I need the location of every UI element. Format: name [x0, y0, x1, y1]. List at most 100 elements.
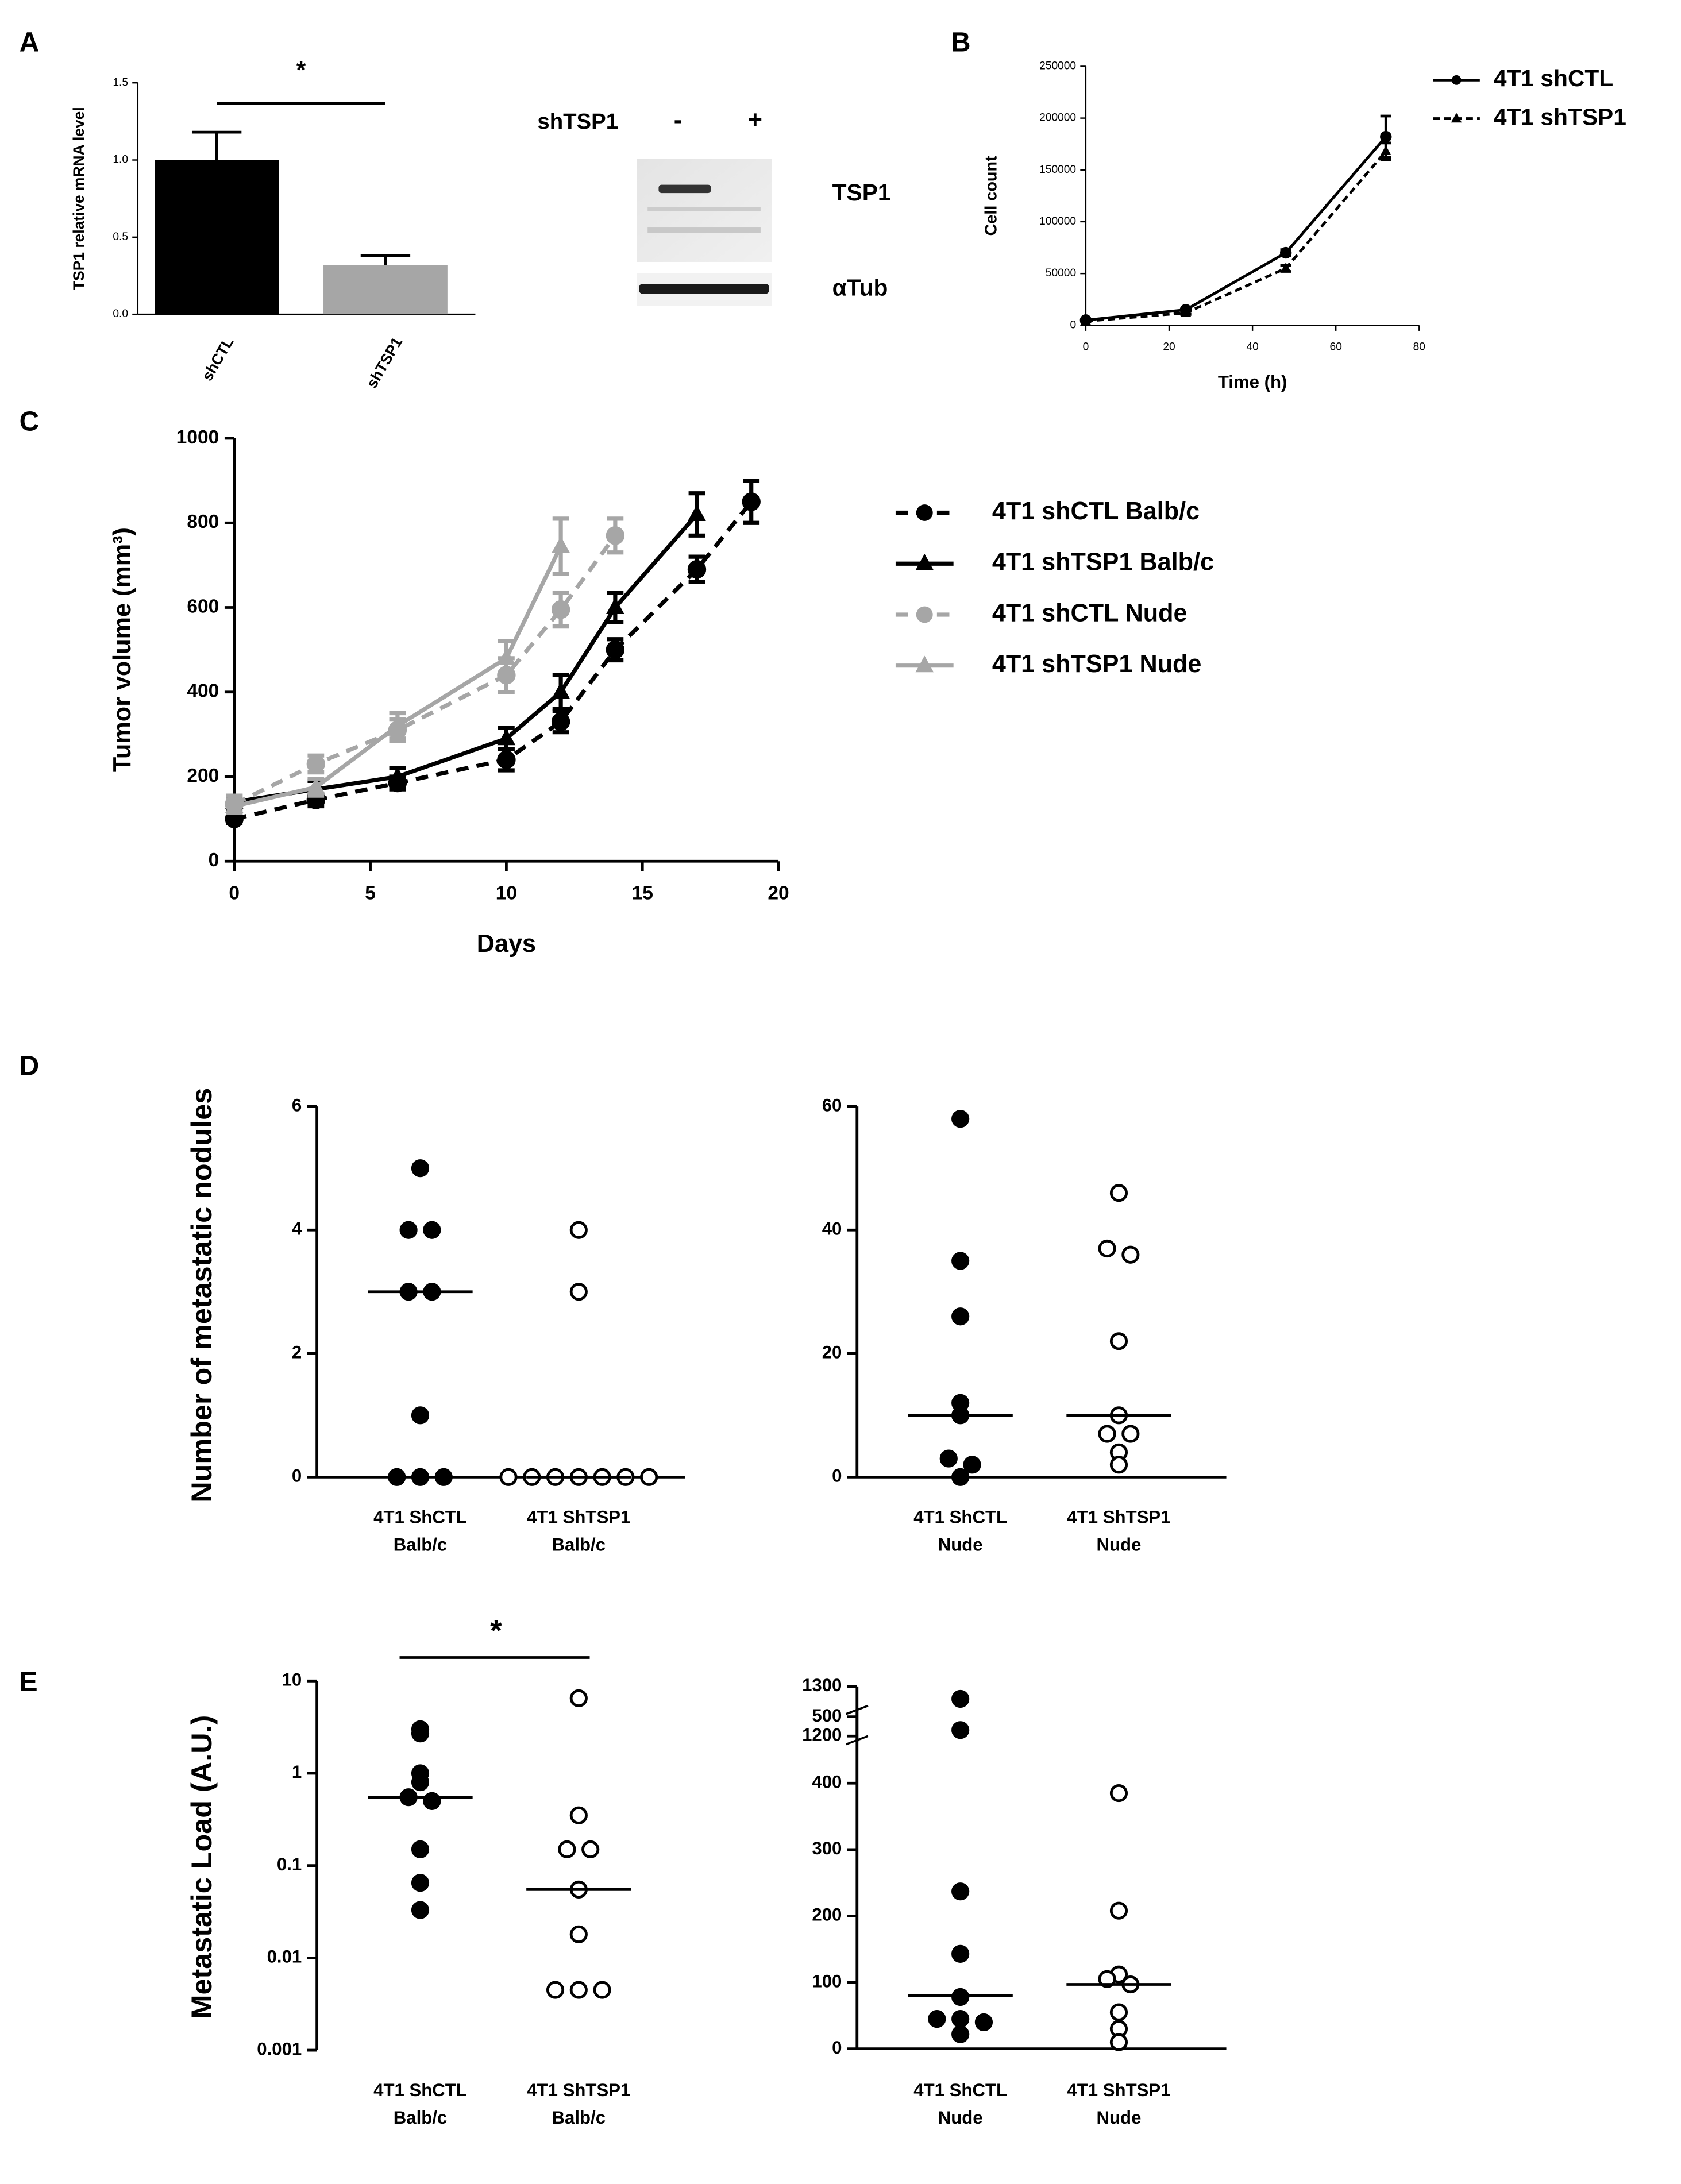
data-point	[1109, 1184, 1128, 1202]
y-tick-label: 0.001	[257, 2039, 302, 2059]
data-point	[1109, 2033, 1128, 2051]
legend-marker	[916, 606, 933, 623]
y-tick-label: 0.01	[267, 1947, 302, 1967]
data-point	[399, 1221, 418, 1239]
x-tick-label: 4T1 ShCTL	[373, 2080, 467, 2100]
x-tick-label: 4T1 ShTSP1	[1067, 1507, 1170, 1527]
marker	[497, 750, 516, 769]
panel-letter: D	[20, 1051, 40, 1082]
x-tick-label: 4T1 ShCTL	[913, 1507, 1007, 1527]
data-point	[411, 1724, 430, 1743]
marker	[552, 682, 570, 699]
data-point	[569, 1689, 588, 1707]
marker	[1280, 263, 1291, 272]
x-tick-label: 4T1 ShCTL	[373, 1507, 467, 1527]
series-line	[234, 513, 699, 804]
marker	[1380, 130, 1392, 143]
data-point	[411, 1406, 430, 1425]
y-tick-label: 100000	[1039, 215, 1076, 227]
y-tick-label: 0.5	[113, 231, 128, 243]
marker	[388, 716, 407, 733]
data-point	[569, 1283, 588, 1301]
y-tick-label: 600	[187, 596, 219, 617]
data-point	[951, 1721, 970, 1739]
data-point	[939, 1449, 958, 1468]
panel-letter: E	[20, 1667, 38, 1697]
x-tick-label: 5	[365, 883, 376, 904]
x-tick-label: 0	[229, 883, 240, 904]
y-tick-label: 100	[812, 1971, 842, 1991]
data-point	[411, 1468, 430, 1486]
y-tick-label: 1200	[802, 1724, 842, 1745]
legend-label: 4T1 shTSP1 Balb/c	[992, 549, 1214, 576]
data-point	[1109, 1332, 1128, 1350]
y-tick-label: 200000	[1039, 112, 1076, 124]
marker	[552, 536, 570, 553]
axis-break	[845, 1704, 869, 1746]
data-point	[569, 1806, 588, 1824]
legend-marker	[916, 504, 933, 521]
data-point	[581, 1840, 600, 1858]
x-tick-label: Nude	[938, 1534, 983, 1554]
legend-label: 4T1 shCTL Balb/c	[992, 497, 1200, 525]
y-tick-label: 250000	[1039, 60, 1076, 72]
legend-label: 4T1 shTSP1 Nude	[992, 650, 1202, 678]
x-tick-label: Balb/c	[394, 2108, 447, 2128]
data-point	[640, 1468, 658, 1486]
data-point	[411, 1773, 430, 1792]
y-tick-label: 50000	[1046, 267, 1076, 279]
blot-band	[647, 227, 761, 233]
y-tick-label: 60	[822, 1095, 842, 1115]
marker	[688, 504, 706, 522]
legend-marker	[915, 553, 934, 570]
data-point	[593, 1981, 611, 1999]
data-point	[951, 1944, 970, 1963]
y-axis-label: Cell count	[982, 156, 1000, 236]
marker	[306, 777, 325, 794]
marker	[1180, 307, 1192, 317]
marker	[742, 492, 761, 511]
y-axis-label: Number of metastatic nodules	[185, 1088, 218, 1503]
data-point	[388, 1468, 406, 1486]
data-point	[1109, 2003, 1128, 2021]
data-point	[569, 1925, 588, 1943]
y-axis-label: Tumor volume (mm³)	[109, 527, 136, 772]
error-bar	[360, 254, 411, 265]
y-tick-label: 1000	[176, 427, 219, 448]
y-tick-label: 200	[812, 1905, 842, 1925]
bar	[323, 265, 448, 315]
marker	[1279, 246, 1292, 259]
marker	[551, 712, 570, 731]
data-point	[951, 1882, 970, 1901]
data-point	[411, 1840, 430, 1858]
data-point	[1109, 1456, 1128, 1474]
x-tick-label: 15	[632, 883, 653, 904]
bar	[155, 160, 279, 315]
data-point	[499, 1468, 518, 1486]
data-point	[411, 1159, 430, 1178]
x-tick-label: Balb/c	[552, 2108, 606, 2128]
y-tick-label: 500	[812, 1705, 842, 1726]
marker	[497, 728, 516, 746]
y-tick-label: 6	[292, 1095, 302, 1115]
x-tick-label: Balb/c	[552, 1534, 606, 1554]
data-point	[434, 1468, 453, 1486]
series-line	[1085, 150, 1387, 323]
marker	[497, 648, 516, 665]
x-tick-label: 20	[768, 883, 789, 904]
x-tick-label: 10	[496, 883, 517, 904]
y-tick-label: 2	[292, 1342, 302, 1363]
y-tick-label: 150000	[1039, 164, 1076, 176]
data-point	[411, 1874, 430, 1892]
x-tick-label: shTSP1	[363, 334, 406, 391]
blot-band	[658, 184, 711, 194]
legend-label: 4T1 shCTL Nude	[992, 599, 1188, 627]
legend-marker	[1451, 113, 1462, 123]
x-tick-label: Nude	[1097, 2108, 1142, 2128]
band-label: TSP1	[832, 179, 891, 206]
error-bar	[191, 130, 242, 160]
marker	[225, 796, 244, 813]
y-tick-label: 0	[832, 1466, 842, 1486]
y-tick-label: 300	[812, 1838, 842, 1858]
data-point	[1109, 1901, 1128, 1920]
